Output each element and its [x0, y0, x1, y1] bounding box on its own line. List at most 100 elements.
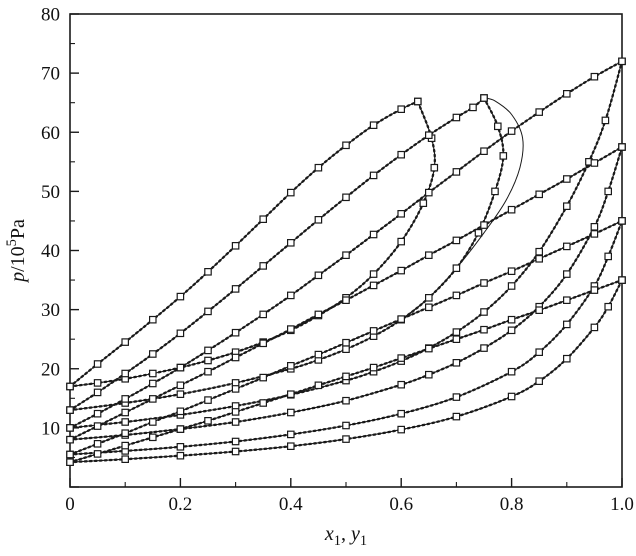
data-point-isotherm-6-dew	[507, 392, 516, 401]
data-point-isotherm-3-dew	[452, 328, 461, 336]
data-point-isotherm-3-bubble	[121, 395, 130, 403]
data-point-isotherm-4-dew	[287, 408, 295, 417]
data-point-isotherm-6-dew	[397, 425, 406, 434]
data-point-isotherm-4-dew	[342, 396, 350, 405]
data-point-isotherm-3-bubble	[507, 127, 516, 135]
curve-isotherm-2-dew-model-alt	[400, 97, 524, 321]
data-point-isotherm-5-dew	[66, 450, 74, 459]
x-tick-label: 0	[65, 494, 75, 515]
x-tick-label: 0.6	[389, 494, 413, 515]
axis-label-part: 1	[360, 533, 367, 549]
data-point-isotherm-3-bubble	[480, 147, 488, 156]
data-point-isotherm-6-dew	[618, 276, 626, 284]
data-point-isotherm-6-bubble	[562, 296, 571, 305]
data-point-isotherm-2-dew	[425, 294, 433, 302]
data-point-isotherm-1-bubble	[314, 163, 323, 172]
data-point-isotherm-4-bubble	[176, 381, 185, 390]
data-point-isotherm-1-bubble	[342, 141, 350, 150]
data-point-isotherm-1-dew	[430, 163, 439, 172]
curve-dotted-isotherm-5-bubble	[68, 219, 624, 456]
data-point-isotherm-6-bubble	[452, 335, 461, 344]
data-point-isotherm-4-dew	[590, 223, 599, 231]
data-point-isotherm-4-bubble	[397, 266, 406, 275]
data-point-isotherm-1-bubble	[397, 105, 406, 114]
data-point-isotherm-5-bubble	[590, 230, 599, 238]
data-point-isotherm-5-bubble	[176, 407, 185, 416]
axis-label-part: /10	[7, 246, 29, 272]
data-point-isotherm-1-dew	[204, 356, 212, 365]
data-point-isotherm-2-bubble	[149, 350, 157, 358]
curve-dotted-isotherm-4-dew	[68, 145, 624, 441]
data-point-isotherm-3-bubble	[590, 72, 599, 81]
data-point-isotherm-3-bubble	[425, 188, 433, 197]
data-point-isotherm-2-dew	[66, 406, 74, 414]
curve-dotted-isotherm-1-dew	[68, 100, 436, 388]
data-point-isotherm-6-dew	[535, 377, 544, 386]
data-point-isotherm-6-bubble	[149, 433, 157, 442]
data-point-isotherm-6-dew	[176, 451, 185, 460]
data-point-isotherm-6-bubble	[176, 425, 185, 433]
data-point-isotherm-2-bubble	[369, 171, 378, 180]
data-point-isotherm-4-bubble	[369, 281, 378, 290]
data-point-isotherm-1-dew	[419, 199, 428, 208]
data-point-isotherm-5-bubble	[204, 396, 212, 404]
data-point-isotherm-6-bubble	[259, 399, 268, 407]
curve-dotted-isotherm-1-bubble	[68, 100, 419, 388]
data-point-isotherm-5-dew	[176, 443, 185, 451]
data-point-isotherm-2-dew	[499, 152, 508, 160]
data-point-isotherm-6-bubble	[314, 381, 323, 390]
data-point-isotherm-1-bubble	[259, 215, 268, 224]
data-point-isotherm-5-bubble	[452, 291, 461, 300]
data-point-isotherm-4-dew	[618, 143, 626, 151]
data-point-isotherm-6-dew	[342, 435, 350, 443]
data-point-isotherm-2-bubble	[314, 216, 323, 224]
data-point-isotherm-3-dew	[66, 424, 74, 432]
x-tick-label: 0.2	[169, 494, 193, 515]
data-point-isotherm-5-bubble	[425, 303, 433, 312]
data-point-isotherm-2-bubble	[397, 150, 406, 159]
data-point-isotherm-2-bubble	[176, 329, 185, 338]
data-point-isotherm-4-bubble	[507, 205, 516, 214]
data-point-isotherm-5-dew	[342, 421, 350, 430]
data-point-isotherm-1-dew	[414, 97, 422, 106]
data-point-isotherm-5-bubble	[342, 338, 350, 347]
data-point-isotherm-3-dew	[562, 202, 571, 211]
data-point-isotherm-4-bubble	[562, 175, 571, 183]
data-point-isotherm-6-bubble	[231, 408, 240, 416]
data-point-isotherm-6-dew	[121, 455, 130, 464]
data-point-isotherm-6-bubble	[369, 363, 378, 372]
data-point-isotherm-6-bubble	[425, 344, 433, 353]
data-point-isotherm-2-bubble	[231, 285, 240, 293]
data-point-isotherm-1-bubble	[121, 338, 130, 346]
data-point-isotherm-3-bubble	[369, 230, 378, 239]
data-point-isotherm-5-dew	[452, 393, 461, 401]
y-tick-label: 10	[41, 418, 60, 439]
data-point-isotherm-5-dew	[562, 320, 571, 329]
data-point-isotherm-3-bubble	[562, 89, 571, 98]
data-point-isotherm-2-bubble	[93, 388, 102, 397]
y-tick-label: 80	[41, 5, 60, 26]
curve-solid-isotherm-2-dew	[69, 97, 504, 411]
axis-label-part: 1	[334, 533, 341, 549]
data-point-isotherm-4-bubble	[93, 422, 102, 430]
data-point-isotherm-4-bubble	[231, 353, 240, 362]
data-point-isotherm-1-bubble	[287, 188, 295, 197]
axis-label-part: 5	[4, 239, 20, 246]
data-point-isotherm-5-dew	[604, 252, 613, 261]
data-point-isotherm-4-dew	[562, 270, 571, 278]
data-point-isotherm-6-dew	[287, 442, 295, 451]
data-point-isotherm-3-bubble	[93, 409, 102, 418]
axis-label-part: p	[7, 272, 29, 284]
data-point-isotherm-5-bubble	[231, 385, 240, 393]
data-point-isotherm-5-bubble	[93, 440, 102, 448]
data-point-isotherm-2-dew	[480, 94, 488, 102]
data-point-isotherm-3-dew	[601, 116, 610, 125]
data-point-isotherm-6-bubble	[507, 315, 516, 324]
data-point-isotherm-5-dew	[618, 217, 626, 225]
data-point-isotherm-2-bubble	[287, 239, 295, 247]
data-point-isotherm-4-bubble	[204, 367, 212, 376]
data-point-isotherm-3-dew	[121, 418, 130, 426]
data-point-isotherm-6-bubble	[397, 354, 406, 362]
